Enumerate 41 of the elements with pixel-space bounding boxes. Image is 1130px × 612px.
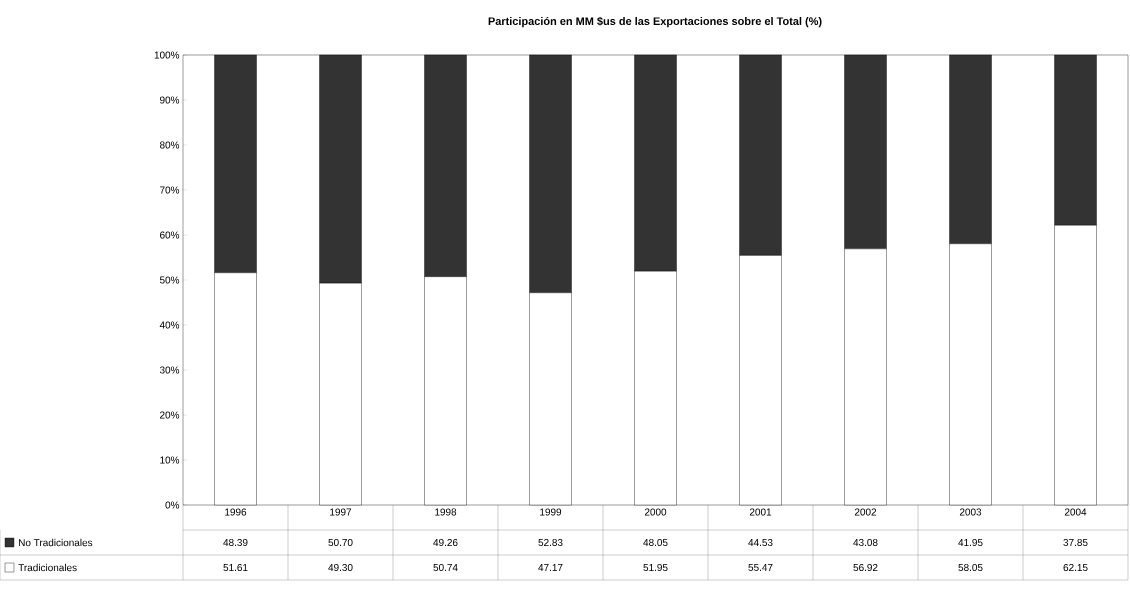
x-tick-label: 1997 [330, 508, 352, 516]
x-tick-label: 1999 [540, 508, 562, 516]
data-label: 62.15 [1063, 563, 1088, 572]
x-tick-label: 1996 [225, 508, 247, 516]
data-label: 52.83 [538, 538, 563, 547]
data-label: 49.26 [433, 538, 458, 547]
y-tick-label: 40% [159, 321, 180, 329]
y-tick-label: 10% [160, 456, 180, 464]
data-label: 50.74 [433, 563, 458, 572]
data-label: 43.08 [853, 538, 878, 547]
x-tick-label: 2004 [1064, 508, 1087, 516]
data-label: 41.95 [958, 538, 983, 547]
x-tick-label: 1998 [435, 508, 457, 516]
y-tick-label: 80% [159, 141, 180, 149]
data-label: 49.30 [328, 563, 353, 572]
x-tick-label: 2001 [749, 508, 772, 516]
legend-label: No Tradicionales [19, 538, 93, 547]
y-tick-label: 60% [160, 231, 180, 239]
data-label: 48.39 [223, 538, 248, 547]
data-label: 55.47 [748, 564, 773, 571]
x-tick-label: 2000 [644, 508, 667, 516]
data-label: 56.92 [853, 563, 878, 572]
x-tick-label: 2002 [854, 508, 877, 516]
data-label: 37.85 [1063, 538, 1088, 547]
data-label: 44.53 [748, 538, 773, 547]
y-tick-label: 50% [159, 276, 180, 284]
x-tick-label: 2003 [959, 508, 982, 516]
y-tick-label: 100% [154, 51, 180, 59]
data-label: 58.05 [958, 563, 983, 572]
y-tick-label: 0% [165, 501, 180, 509]
data-label: 48.05 [643, 538, 668, 547]
y-tick-label: 20% [160, 411, 180, 419]
y-tick-label: 30% [159, 366, 180, 374]
legend-label: Tradicionales [18, 563, 77, 572]
y-tick-label: 70% [160, 186, 180, 194]
data-label: 51.61 [223, 563, 248, 572]
data-label: 51.95 [643, 563, 668, 572]
data-label: 47.17 [538, 564, 563, 571]
data-label: 50.70 [328, 538, 353, 547]
y-tick-label: 90% [160, 96, 180, 104]
chart-title: Participación en MM $us de las Exportaciones sobre el Total (%) [488, 16, 822, 28]
